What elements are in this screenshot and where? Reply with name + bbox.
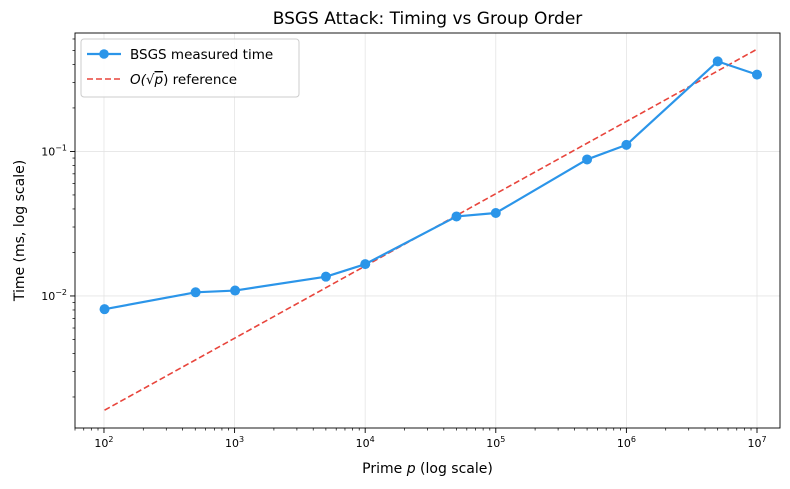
x-tick-label: 107	[747, 435, 766, 450]
x-tick-label: 102	[94, 435, 113, 450]
data-point	[712, 56, 723, 67]
data-point	[582, 154, 593, 165]
data-point	[320, 271, 331, 282]
data-point	[490, 208, 501, 219]
data-point	[190, 287, 201, 298]
y-axis-label: Time (ms, log scale)	[12, 160, 28, 302]
x-tick-label: 103	[225, 435, 244, 450]
data-point	[451, 211, 462, 222]
legend-label-bsgs: BSGS measured time	[130, 47, 273, 63]
legend-box	[80, 38, 300, 98]
data-point	[99, 304, 110, 315]
x-tick-label: 105	[486, 435, 505, 450]
legend-label-reference: O(√p) reference	[130, 72, 237, 88]
y-tick-label: 10−1	[41, 143, 67, 158]
data-point	[360, 259, 371, 270]
data-point	[230, 285, 241, 296]
data-point	[752, 69, 763, 80]
y-tick-label: 10−2	[41, 288, 67, 303]
chart-title: BSGS Attack: Timing vs Group Order	[273, 9, 583, 29]
series-line-bsgs	[104, 60, 758, 311]
data-point	[621, 139, 632, 150]
ticks: 102 103 104 105 106 107 10−2 10−1	[41, 38, 767, 450]
legend: BSGS measured time O(√p) reference	[80, 38, 300, 98]
x-tick-label: 106	[617, 435, 636, 450]
legend-marker-bsgs	[99, 49, 109, 59]
x-tick-label: 104	[356, 435, 375, 450]
x-axis-label: Prime p (log scale)	[362, 461, 493, 477]
series-layer	[99, 48, 763, 411]
